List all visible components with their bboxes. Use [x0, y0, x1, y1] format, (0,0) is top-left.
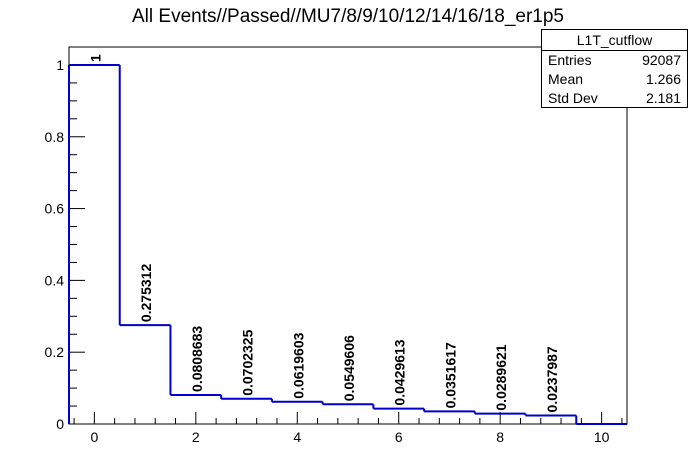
y-tick-label: 0.6: [45, 201, 65, 217]
bin-8-value-label: 0.0289621: [493, 344, 509, 410]
x-tick-label: 8: [496, 429, 504, 445]
stats-box: L1T_cutflow Entries 92087 Mean 1.266 Std…: [541, 29, 688, 108]
stats-entries-value: 92087: [642, 52, 681, 68]
bin-0-value-label: 1: [87, 54, 103, 62]
stats-mean-label: Mean: [548, 71, 584, 87]
x-tick-label: 0: [90, 429, 98, 445]
stats-mean-value: 1.266: [645, 71, 681, 87]
stats-entries-row: Entries 92087: [542, 51, 687, 70]
bin-3-value-label: 0.0702325: [240, 329, 256, 395]
stats-mean-row: Mean 1.266: [542, 70, 687, 89]
y-tick-label: 0: [56, 416, 64, 432]
stats-stddev-row: Std Dev 2.181: [542, 89, 687, 108]
stats-stddev-value: 2.181: [645, 90, 681, 106]
y-tick-label: 0.8: [45, 129, 65, 145]
bin-9-value-label: 0.0237987: [544, 346, 560, 412]
x-tick-label: 4: [293, 429, 301, 445]
bin-1-value-label: 0.275312: [138, 264, 154, 323]
x-tick-label: 2: [192, 429, 200, 445]
stats-stddev-label: Std Dev: [548, 90, 598, 106]
x-tick-label: 6: [395, 429, 403, 445]
bin-5-value-label: 0.0549606: [341, 335, 357, 401]
bin-4-value-label: 0.0619603: [290, 332, 306, 398]
bin-6-value-label: 0.0429613: [392, 339, 408, 405]
chart-title: All Events//Passed//MU7/8/9/10/12/14/16/…: [132, 6, 564, 27]
stats-entries-label: Entries: [548, 52, 592, 68]
x-tick-label: 10: [594, 429, 610, 445]
bin-2-value-label: 0.0808683: [189, 326, 205, 392]
y-tick-label: 0.4: [45, 272, 65, 288]
y-tick-label: 1: [56, 57, 64, 73]
bin-7-value-label: 0.0351617: [442, 342, 458, 408]
y-tick-label: 0.2: [45, 344, 65, 360]
stats-title: L1T_cutflow: [542, 30, 687, 51]
